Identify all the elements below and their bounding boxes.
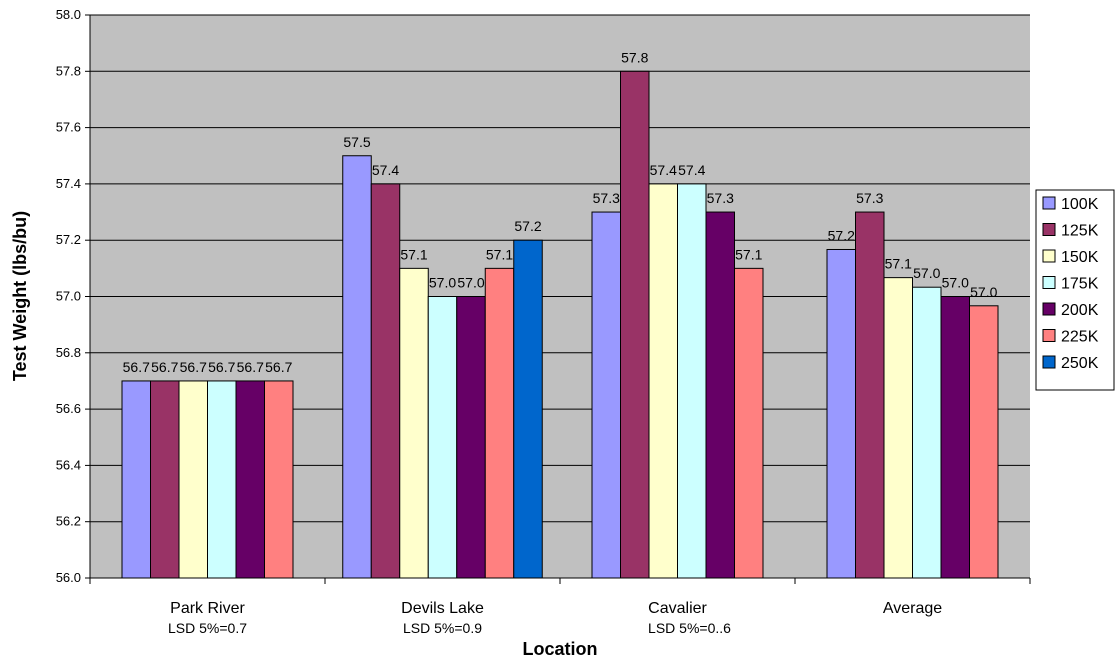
data-label: 57.1 (735, 246, 762, 262)
x-axis-title: Location (523, 639, 598, 659)
data-label: 57.4 (372, 162, 399, 178)
data-label: 57.0 (913, 265, 940, 281)
data-label: 57.2 (828, 227, 855, 243)
legend-label: 250K (1061, 355, 1099, 372)
bar-100k-average (826, 248, 856, 579)
lsd-note: LSD 5%=0..6 (648, 620, 731, 636)
y-tick-label: 56.6 (56, 401, 81, 416)
data-label: 57.2 (514, 218, 541, 234)
legend-swatch (1042, 249, 1056, 263)
data-label: 57.0 (970, 284, 997, 300)
data-label: 57.0 (457, 275, 484, 291)
bar-200k-devils-lake (456, 296, 486, 579)
data-label: 56.7 (237, 359, 264, 375)
bar-100k-park-river (121, 380, 151, 579)
bar-125k-park-river (150, 380, 180, 579)
legend-swatch (1042, 276, 1056, 289)
data-label: 57.4 (678, 162, 705, 178)
y-tick-label: 56.0 (56, 570, 81, 585)
y-tick-label: 56.2 (56, 514, 81, 529)
data-label: 56.7 (265, 359, 292, 375)
y-tick-label: 57.8 (56, 63, 81, 78)
bar-150k-park-river (178, 380, 208, 579)
data-label: 56.7 (123, 359, 150, 375)
data-label: 57.3 (707, 190, 734, 206)
bar-150k-devils-lake (399, 267, 429, 579)
data-label: 57.0 (942, 275, 969, 291)
y-tick-label: 57.2 (56, 232, 81, 247)
y-axis-ticks: 56.0 56.2 56.4 56.6 56.8 57.0 57.2 57.4 57.6 57.8… (56, 7, 90, 585)
data-label: 56.7 (208, 359, 235, 375)
data-label: 56.7 (151, 359, 178, 375)
y-tick-label: 57.6 (56, 120, 81, 135)
bar-200k-average (940, 296, 970, 579)
legend-swatch (1042, 329, 1056, 342)
bar-175k-average (912, 286, 942, 579)
y-tick-label: 57.4 (56, 176, 81, 191)
data-label: 57.5 (343, 134, 370, 150)
bar-250k-devils-lake (513, 239, 543, 579)
bar-200k-cavalier (705, 211, 735, 579)
lsd-note: LSD 5%=0.7 (168, 620, 247, 636)
x-category-label: Cavalier (648, 600, 707, 617)
x-category-label: Devils Lake (401, 600, 484, 617)
data-label: 57.1 (486, 246, 513, 262)
data-label: 57.8 (621, 49, 648, 65)
legend-swatch (1042, 302, 1056, 316)
bar-175k-park-river (207, 380, 237, 579)
legend: 100K 125K 150K 175K 200K 225K 250K (1035, 189, 1115, 391)
data-label: 57.3 (593, 190, 620, 206)
bar-100k-cavalier (591, 211, 621, 579)
bar-175k-cavalier (677, 183, 707, 579)
legend-swatch (1042, 196, 1056, 210)
lsd-note: LSD 5%=0.9 (403, 620, 482, 636)
data-labels: 56.7 56.7 56.7 56.7 56.7 56.757.557.457.157.0… (123, 49, 998, 375)
y-axis-title: Test Weight (lbs/bu) (10, 211, 30, 381)
data-label: 57.0 (429, 275, 456, 291)
x-category-label: Park River (170, 600, 245, 617)
bar-225k-average (969, 305, 999, 579)
data-label: 57.1 (400, 246, 427, 262)
bar-225k-cavalier (734, 267, 764, 579)
data-label: 57.1 (885, 256, 912, 272)
legend-label: 100K (1061, 196, 1099, 213)
bar-175k-devils-lake (427, 296, 458, 579)
legend-label: 175K (1061, 276, 1099, 293)
legend-label: 150K (1061, 249, 1099, 266)
bar-150k-cavalier (648, 183, 678, 579)
bar-125k-devils-lake (370, 183, 401, 579)
y-tick-label: 56.8 (56, 345, 81, 360)
legend-label: 125K (1061, 223, 1099, 240)
bar-125k-cavalier (620, 70, 650, 579)
x-category-label: Average (883, 600, 942, 617)
data-label: 57.4 (650, 162, 677, 178)
legend-swatch (1042, 355, 1056, 369)
bar-225k-devils-lake (484, 267, 515, 579)
bar-150k-average (883, 277, 913, 579)
bar-125k-average (855, 211, 885, 579)
bar-200k-park-river (235, 380, 265, 579)
bar-225k-park-river (264, 380, 294, 579)
data-label: 56.7 (180, 359, 207, 375)
legend-label: 200K (1061, 302, 1099, 319)
x-axis-categories: Park River LSD 5%=0.7 Devils Lake LSD 5%=0.… (89, 578, 1031, 636)
y-tick-label: 58.0 (56, 7, 81, 22)
bar-100k-devils-lake (342, 155, 372, 579)
bars (121, 70, 999, 579)
legend-swatch (1042, 223, 1056, 236)
y-tick-label: 57.0 (56, 289, 81, 304)
y-tick-label: 56.4 (56, 457, 81, 472)
legend-label: 225K (1061, 329, 1099, 346)
data-label: 57.3 (856, 190, 883, 206)
